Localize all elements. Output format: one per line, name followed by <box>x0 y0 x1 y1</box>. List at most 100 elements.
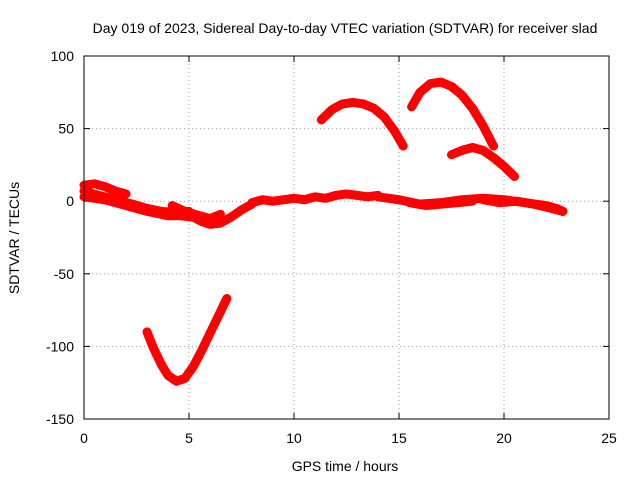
x-tick-label: 20 <box>496 430 512 446</box>
x-tick-label: 10 <box>286 430 302 446</box>
data-point-marker <box>390 127 399 136</box>
data-point-marker <box>416 88 424 97</box>
data-point-marker <box>338 99 347 108</box>
data-point-marker <box>157 361 166 370</box>
y-tick-label: -100 <box>46 338 74 354</box>
series-arc-5 <box>247 189 383 208</box>
x-tick-label: 15 <box>391 430 407 446</box>
chart-title: Day 019 of 2023, Sidereal Day-to-day VTE… <box>93 20 598 36</box>
data-point-marker <box>495 198 504 207</box>
plot-frame <box>83 55 610 420</box>
data-point-marker <box>122 189 130 198</box>
data-point-marker <box>458 146 466 155</box>
data-point-marker <box>468 104 477 113</box>
data-point-marker <box>342 189 351 198</box>
data-point-marker <box>269 197 277 206</box>
series-arc-10 <box>407 77 498 151</box>
series-arc-7 <box>405 196 477 211</box>
data-point-marker <box>149 343 158 352</box>
y-tick-label: 100 <box>51 48 75 64</box>
data-point-marker <box>437 200 445 209</box>
data-point-marker <box>447 150 456 159</box>
series-trace <box>142 293 232 386</box>
data-point-marker <box>180 374 189 383</box>
data-point-marker <box>311 192 319 201</box>
data-point-marker <box>164 211 172 220</box>
data-point-marker <box>348 98 357 107</box>
data-point-marker <box>317 115 326 124</box>
series-arc-8 <box>478 195 568 216</box>
series-arc-9 <box>316 97 408 151</box>
data-point-marker <box>447 82 456 91</box>
data-point-marker <box>529 200 538 209</box>
data-point-marker <box>395 195 403 204</box>
data-point-marker <box>300 195 309 204</box>
data-point-marker <box>227 213 235 222</box>
data-point-marker <box>500 162 508 171</box>
data-point-marker <box>510 172 519 181</box>
data-point-marker <box>258 195 267 204</box>
data-point-marker <box>380 112 389 121</box>
series-layer <box>79 77 568 386</box>
data-point-marker <box>426 79 435 88</box>
data-point-marker <box>90 179 99 188</box>
data-point-marker <box>279 195 288 204</box>
x-tick-label: 5 <box>185 430 193 446</box>
data-point-marker <box>512 197 521 206</box>
x-tick-label: 25 <box>601 430 617 446</box>
data-point-marker <box>111 187 120 196</box>
data-point-marker <box>374 192 382 201</box>
grid <box>84 56 609 419</box>
data-point-marker <box>405 198 414 207</box>
data-point-marker <box>180 207 189 216</box>
data-point-marker <box>101 195 109 204</box>
data-point-marker <box>321 194 330 203</box>
data-point-marker <box>195 211 204 220</box>
data-point-marker <box>437 78 445 87</box>
series-trace <box>478 195 568 216</box>
data-point-marker <box>327 105 336 114</box>
x-tick-label: 0 <box>80 430 88 446</box>
data-point-marker <box>206 329 214 338</box>
data-point-marker <box>369 104 378 113</box>
data-point-marker <box>143 327 151 336</box>
data-point-marker <box>216 218 225 227</box>
data-point-marker <box>290 194 298 203</box>
data-point-marker <box>479 195 487 204</box>
data-point-marker <box>197 346 206 355</box>
data-point-marker <box>143 207 151 216</box>
data-point-marker <box>453 198 462 207</box>
data-point-marker <box>214 311 223 320</box>
data-point-marker <box>479 121 487 130</box>
series-arc-11 <box>447 142 519 182</box>
data-point-marker <box>332 191 340 200</box>
y-tick-label: 50 <box>58 121 74 137</box>
data-point-marker <box>468 143 477 152</box>
data-point-marker <box>172 377 181 386</box>
data-point-marker <box>479 146 487 155</box>
data-point-marker <box>101 182 109 191</box>
data-point-marker <box>216 210 225 219</box>
data-point-marker <box>399 142 408 151</box>
data-point-marker <box>363 192 372 201</box>
data-point-marker <box>353 191 361 200</box>
data-point-marker <box>558 207 567 216</box>
data-point-marker <box>407 102 416 111</box>
series-arc-1 <box>79 179 131 199</box>
data-point-marker <box>222 294 231 303</box>
data-point-marker <box>237 205 246 214</box>
y-tick-label: 0 <box>66 193 74 209</box>
data-point-marker <box>468 197 477 206</box>
data-point-marker <box>164 371 172 380</box>
data-point-marker <box>489 153 498 162</box>
y-tick-label: -50 <box>54 266 74 282</box>
x-axis-label: GPS time / hours <box>292 458 399 474</box>
data-point-marker <box>189 362 198 371</box>
y-axis-label: SDTVAR / TECUs <box>6 182 22 294</box>
y-tick-label: -150 <box>46 411 74 427</box>
data-point-marker <box>168 201 177 210</box>
series-arc-12 <box>142 293 232 386</box>
data-point-marker <box>422 201 431 210</box>
data-point-marker <box>359 99 368 108</box>
